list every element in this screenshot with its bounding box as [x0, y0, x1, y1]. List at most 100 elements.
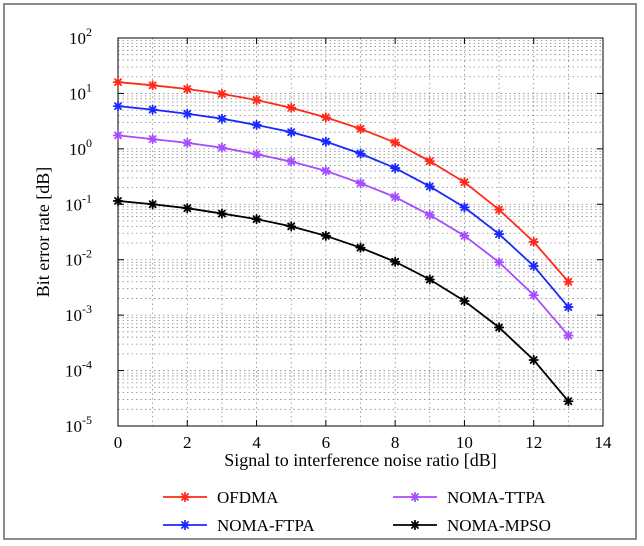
- y-tick-label: 102: [69, 25, 92, 48]
- series-ofdma: [112, 77, 574, 287]
- series-noma-ftpa: [112, 101, 574, 313]
- data-point-noma-ttpa: [390, 191, 401, 203]
- x-tick-label: 12: [525, 433, 542, 452]
- data-point-ofdma: [355, 123, 366, 134]
- series-noma-mpso: [112, 195, 574, 407]
- y-tick-label: 101: [69, 80, 92, 103]
- x-tick-label: 0: [114, 433, 123, 452]
- data-point-ofdma: [459, 177, 470, 188]
- series-line-noma-ftpa: [117, 105, 570, 308]
- legend-marker: [179, 519, 191, 531]
- data-point-ofdma: [563, 276, 574, 287]
- legend-label: NOMA-FTPA: [217, 516, 315, 535]
- legend-item-noma-ttpa: NOMA-TTPA: [393, 488, 546, 507]
- data-point-noma-ttpa: [320, 165, 331, 177]
- data-point-noma-ftpa: [251, 119, 262, 131]
- y-tick-label: 10-3: [65, 302, 92, 325]
- data-point-noma-mpso: [493, 322, 505, 333]
- data-point-noma-ftpa: [182, 108, 193, 119]
- data-point-noma-mpso: [147, 199, 158, 210]
- y-tick-label: 10-1: [65, 191, 92, 214]
- data-point-ofdma: [390, 137, 401, 148]
- series-line-noma-mpso: [117, 200, 570, 402]
- x-tick-label: 2: [183, 433, 192, 452]
- data-point-noma-ttpa: [563, 330, 574, 341]
- data-point-noma-ttpa: [528, 289, 539, 301]
- data-point-noma-ttpa: [286, 156, 297, 167]
- data-point-noma-mpso: [182, 203, 193, 214]
- data-point-noma-ftpa: [390, 162, 401, 174]
- data-point-noma-ftpa: [147, 104, 158, 115]
- data-point-noma-ftpa: [563, 301, 574, 313]
- ber-line-chart: 0 2 4 6 8 10 12 14 10-5 10-4 10-3 10-2 10-1 100 101 102…: [33, 25, 612, 535]
- legend-label: NOMA-MPSO: [447, 516, 551, 535]
- data-point-ofdma: [216, 88, 228, 100]
- x-tick-label: 6: [322, 433, 331, 452]
- data-point-noma-mpso: [528, 354, 539, 366]
- data-point-noma-ttpa: [251, 149, 262, 160]
- data-point-noma-ttpa: [493, 257, 505, 268]
- data-point-noma-ttpa: [112, 130, 124, 141]
- data-point-ofdma: [112, 77, 124, 88]
- legend-label: OFDMA: [217, 488, 279, 507]
- data-point-noma-ttpa: [459, 230, 470, 241]
- data-point-noma-ttpa: [147, 133, 158, 145]
- data-point-noma-ftpa: [112, 101, 124, 112]
- data-point-ofdma: [286, 102, 297, 113]
- data-point-ofdma: [493, 204, 505, 215]
- data-point-noma-mpso: [286, 221, 297, 232]
- grid-lines: [118, 38, 603, 426]
- series-noma-ttpa: [112, 130, 574, 341]
- data-point-noma-ftpa: [320, 136, 331, 147]
- data-point-noma-ftpa: [424, 181, 435, 192]
- data-point-noma-mpso: [355, 242, 366, 253]
- data-point-noma-ftpa: [355, 148, 366, 159]
- plot-area: [117, 37, 604, 427]
- data-point-noma-ttpa: [216, 142, 228, 153]
- y-tick-label: 10-4: [65, 358, 92, 381]
- data-point-ofdma: [147, 80, 158, 91]
- data-point-noma-ftpa: [216, 113, 228, 124]
- legend-item-ofdma: OFDMA: [163, 488, 279, 507]
- data-point-noma-ftpa: [493, 228, 505, 240]
- data-point-ofdma: [424, 156, 435, 167]
- legend-marker: [179, 491, 191, 503]
- data-point-noma-mpso: [459, 295, 470, 307]
- legend-marker: [409, 491, 421, 503]
- data-point-noma-ftpa: [459, 202, 470, 213]
- data-point-ofdma: [251, 94, 262, 106]
- legend-label: NOMA-TTPA: [447, 488, 546, 507]
- x-tick-label: 4: [252, 433, 261, 452]
- data-point-noma-mpso: [390, 256, 401, 267]
- y-tick-label: 100: [69, 136, 92, 159]
- data-point-ofdma: [528, 236, 539, 247]
- y-axis-label: Bit error rate [dB]: [33, 167, 53, 297]
- y-tick-label: 10-5: [65, 413, 92, 436]
- x-tick-label: 8: [391, 433, 400, 452]
- data-point-noma-ttpa: [182, 137, 193, 149]
- axis-ticks: 0 2 4 6 8 10 12 14 10-5 10-4 10-3 10-2 10-1 100 101 102: [65, 25, 612, 452]
- legend-marker: [409, 519, 421, 531]
- data-point-noma-mpso: [251, 214, 262, 225]
- data-point-ofdma: [320, 112, 331, 123]
- data-point-noma-mpso: [320, 230, 331, 241]
- legend: OFDMA NOMA-FTPA NOMA-TTPA NOMA-MPSO: [163, 488, 551, 535]
- figure-frame: 0 2 4 6 8 10 12 14 10-5 10-4 10-3 10-2 10-1 100 101 102…: [3, 3, 637, 540]
- data-point-noma-mpso: [424, 274, 435, 285]
- data-point-ofdma: [182, 83, 193, 95]
- series-line-ofdma: [117, 81, 570, 283]
- data-point-noma-ttpa: [424, 209, 435, 221]
- x-tick-label: 10: [456, 433, 473, 452]
- data-point-noma-mpso: [112, 195, 124, 207]
- data-point-noma-mpso: [216, 208, 228, 219]
- series-line-noma-ttpa: [117, 134, 570, 337]
- x-axis-label: Signal to interference noise ratio [dB]: [224, 450, 496, 470]
- x-tick-label: 14: [595, 433, 613, 452]
- legend-item-noma-mpso: NOMA-MPSO: [393, 516, 551, 535]
- y-tick-label: 10-2: [65, 247, 92, 270]
- legend-item-noma-ftpa: NOMA-FTPA: [163, 516, 315, 535]
- data-point-noma-ftpa: [528, 260, 539, 272]
- data-point-noma-ttpa: [355, 178, 366, 189]
- data-point-noma-ftpa: [286, 127, 297, 138]
- data-point-noma-mpso: [563, 396, 574, 407]
